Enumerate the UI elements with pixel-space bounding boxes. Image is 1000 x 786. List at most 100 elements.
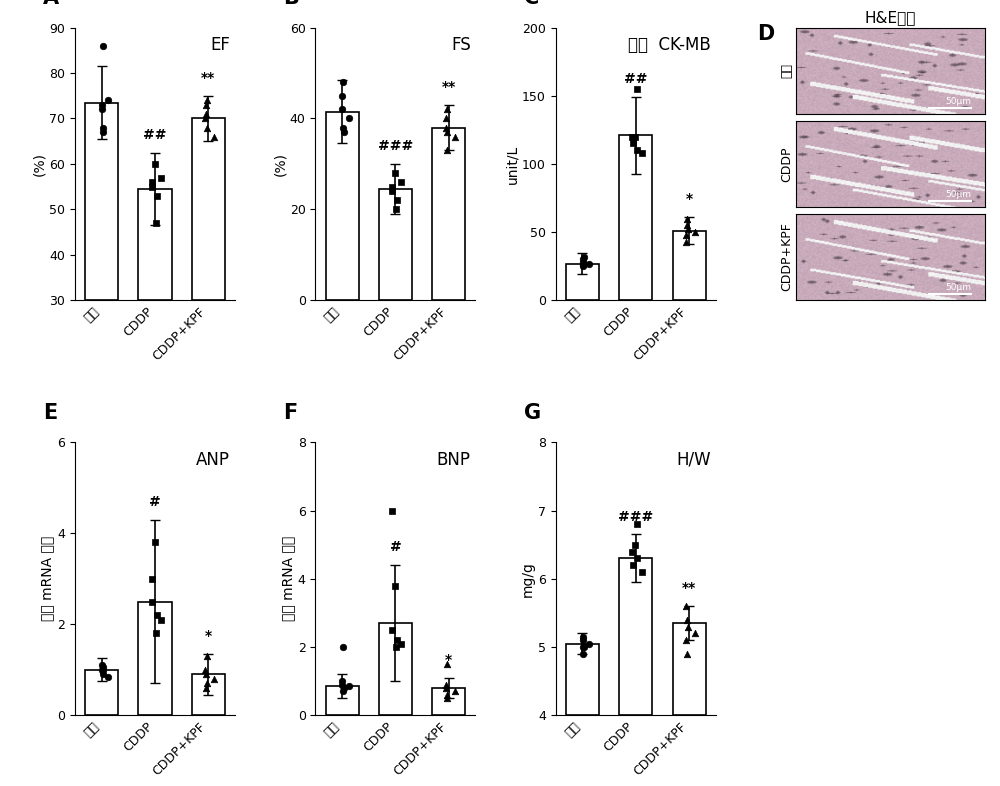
Point	[148, 217, 164, 230]
Point	[147, 158, 163, 171]
Bar	[619, 135, 652, 300]
Text: 50μm: 50μm	[946, 189, 972, 199]
Point	[95, 121, 111, 134]
Bar	[566, 644, 599, 715]
Point	[679, 648, 695, 660]
Text: BNP: BNP	[437, 450, 471, 468]
Point	[334, 90, 350, 102]
Point	[575, 259, 591, 271]
Point	[198, 98, 214, 111]
Point	[95, 126, 111, 138]
Point	[624, 545, 640, 558]
Point	[384, 181, 400, 193]
Bar	[192, 119, 225, 300]
Point	[629, 518, 645, 531]
Bar	[138, 189, 172, 300]
Point	[629, 83, 645, 95]
Text: D: D	[757, 24, 774, 43]
Point	[335, 75, 351, 88]
Point	[387, 579, 403, 592]
Bar	[673, 231, 706, 300]
Point	[206, 673, 222, 685]
Title: H&E染色: H&E染色	[865, 10, 916, 25]
Point	[678, 600, 694, 612]
Point	[388, 203, 404, 215]
Point	[94, 98, 110, 111]
Point	[447, 685, 463, 698]
Bar	[432, 688, 465, 715]
Point	[94, 663, 110, 676]
Point	[576, 641, 592, 653]
Point	[336, 126, 352, 138]
Point	[678, 236, 694, 248]
Point	[438, 121, 454, 134]
Point	[629, 552, 645, 564]
Point	[144, 572, 160, 585]
Point	[334, 675, 350, 688]
Point	[439, 689, 455, 701]
Point	[678, 634, 694, 647]
Point	[627, 130, 643, 143]
Point	[634, 147, 650, 160]
Point	[94, 659, 110, 671]
Bar	[432, 127, 465, 300]
Bar	[379, 623, 412, 715]
Text: **: **	[682, 581, 696, 595]
Text: ###: ###	[618, 509, 653, 523]
Point	[336, 681, 352, 694]
Point	[575, 634, 591, 647]
Y-axis label: (%): (%)	[273, 152, 287, 176]
Point	[627, 538, 643, 551]
Y-axis label: 相对 mRNA 含量: 相对 mRNA 含量	[40, 536, 54, 622]
Y-axis label: mg/g: mg/g	[521, 561, 535, 597]
Bar	[85, 670, 118, 715]
Point	[389, 194, 405, 207]
Text: ##: ##	[624, 72, 648, 86]
Point	[575, 641, 591, 653]
Point	[393, 176, 409, 189]
Point	[95, 39, 111, 52]
Text: ##: ##	[143, 127, 167, 141]
Point	[624, 130, 640, 143]
Point	[199, 677, 215, 689]
Point	[625, 559, 641, 571]
Text: **: **	[442, 80, 456, 94]
Point	[153, 171, 169, 184]
Point	[575, 648, 591, 660]
Y-axis label: CDDP: CDDP	[780, 146, 793, 182]
Point	[679, 212, 695, 225]
Point	[148, 627, 164, 640]
Point	[439, 103, 455, 116]
Y-axis label: (%): (%)	[32, 152, 46, 176]
Y-axis label: unit/L: unit/L	[505, 145, 519, 184]
Point	[95, 663, 111, 676]
Text: *: *	[686, 193, 693, 206]
Point	[581, 257, 597, 270]
Point	[438, 112, 454, 125]
Point	[447, 130, 463, 143]
Y-axis label: CDDP+KPF: CDDP+KPF	[780, 222, 793, 292]
Y-axis label: 盐水: 盐水	[780, 64, 793, 79]
Point	[575, 253, 591, 266]
Point	[576, 251, 592, 263]
Point	[341, 680, 357, 692]
Text: EF: EF	[210, 35, 230, 53]
Point	[95, 661, 111, 674]
Text: 50μm: 50μm	[946, 283, 972, 292]
Point	[100, 94, 116, 107]
Point	[95, 668, 111, 681]
Bar	[566, 263, 599, 300]
Point	[144, 181, 160, 193]
Point	[384, 505, 400, 517]
Point	[575, 256, 591, 269]
Point	[198, 668, 214, 681]
Point	[389, 634, 405, 647]
Point	[687, 226, 703, 238]
Text: A: A	[43, 0, 59, 9]
Point	[206, 130, 222, 143]
Point	[634, 566, 650, 578]
Text: ANP: ANP	[196, 450, 230, 468]
Point	[679, 219, 695, 232]
Point	[387, 167, 403, 179]
Point	[629, 144, 645, 156]
